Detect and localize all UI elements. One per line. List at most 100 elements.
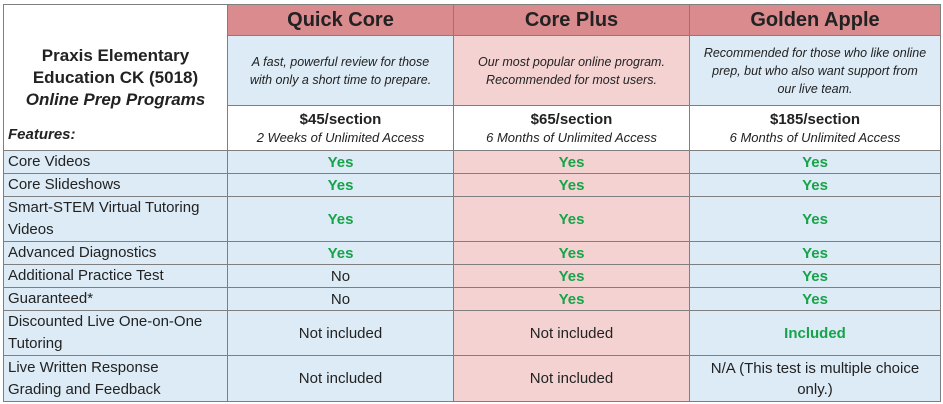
feature-value-text: No: [330, 267, 351, 285]
feature-value-text: Not included: [529, 370, 614, 387]
feature-value-quick-core: No: [227, 264, 454, 288]
feature-row: Discounted Live One-on-One Tutoring Not in…: [3, 310, 941, 356]
feature-name-line: Guaranteed*: [8, 290, 94, 307]
feature-value-text: Yes: [802, 290, 828, 308]
feature-value-text: Yes: [327, 176, 354, 194]
feature-value-text: Not included: [529, 324, 614, 342]
feature-value-line: N/A (This test is multiple choice: [710, 359, 920, 377]
feature-value-core-plus: Not included: [453, 310, 690, 356]
title-line-1: Praxis Elementary: [41, 46, 190, 65]
feature-value-text: No: [330, 290, 351, 308]
feature-value-quick-core: Yes: [227, 196, 454, 242]
feature-value-core-plus: Yes: [453, 287, 690, 311]
description-line: A fast, powerful review for those: [251, 54, 430, 69]
feature-name-line: Core Videos: [8, 153, 91, 170]
feature-value-text: Yes: [558, 267, 585, 285]
feature-row: Core Videos Yes Yes Yes: [3, 150, 941, 174]
feature-name-line: Live Written Response: [8, 358, 159, 376]
feature-value-quick-core: Not included: [227, 355, 454, 402]
feature-value-text: Yes: [558, 176, 585, 194]
feature-row: Guaranteed* No Yes Yes: [3, 287, 941, 311]
price-value: $65/section: [530, 111, 613, 128]
feature-value-core-plus: Not included: [453, 355, 690, 402]
feature-name-line: Additional Practice Test: [8, 267, 164, 284]
feature-row: Smart-STEM Virtual Tutoring Videos Yes Yes Y…: [3, 196, 941, 242]
features-table: Core Videos Yes Yes Yes Core Slideshows Yes Ye…: [3, 150, 941, 402]
features-body: Core Videos Yes Yes Yes Core Slideshows Yes Ye…: [3, 150, 941, 402]
comparison-table: Praxis Elementary Education CK (5018) On…: [3, 4, 941, 152]
feature-value-core-plus: Yes: [453, 196, 690, 242]
feature-name-line: Videos: [8, 221, 54, 238]
feature-value-text: Yes: [327, 153, 354, 171]
title-line-3: Online Prep Programs: [25, 90, 206, 109]
feature-value-text: Yes: [802, 244, 828, 262]
feature-value-golden-apple: Yes: [689, 196, 941, 242]
feature-value-text: Yes: [558, 244, 585, 262]
program-description-golden-apple: Recommended for those who like online pr…: [689, 35, 941, 106]
feature-value-text: Not included: [298, 324, 383, 342]
feature-row: Live Written Response Grading and Feedbac…: [3, 355, 941, 402]
page-title: Praxis Elementary Education CK (5018) On…: [3, 4, 228, 152]
feature-name: Live Written Response Grading and Feedbac…: [3, 355, 228, 402]
feature-value-text: Included: [784, 324, 846, 342]
program-description-core-plus: Our most popular online program. Recomme…: [453, 35, 690, 106]
price-golden-apple: $185/section 6 Months of Unlimited Acces…: [689, 105, 941, 152]
title-line-2: Education CK (5018): [32, 68, 199, 87]
feature-name: Advanced Diagnostics: [3, 241, 228, 265]
description-line: Our most popular online program.: [478, 54, 665, 69]
feature-value-text: Yes: [802, 153, 828, 171]
program-description-quick-core: A fast, powerful review for those with o…: [227, 35, 454, 106]
price-value: $45/section: [299, 111, 382, 128]
price-core-plus: $65/section 6 Months of Unlimited Access: [453, 105, 690, 152]
feature-value-core-plus: Yes: [453, 241, 690, 265]
feature-name: Smart-STEM Virtual Tutoring Videos: [3, 196, 228, 242]
access-duration: 6 Months of Unlimited Access: [486, 130, 657, 145]
description-line: Recommended for most users.: [486, 72, 657, 87]
description-line: Recommended for those who like online: [703, 45, 927, 60]
feature-value-quick-core: Yes: [227, 241, 454, 265]
feature-value-golden-apple: Yes: [689, 173, 941, 197]
program-name-golden-apple: Golden Apple: [689, 4, 941, 36]
feature-row: Advanced Diagnostics Yes Yes Yes: [3, 241, 941, 265]
feature-name-line: Smart-STEM Virtual Tutoring: [8, 199, 200, 216]
feature-value-line: only.): [797, 380, 833, 398]
feature-name-line: Core Slideshows: [8, 176, 121, 193]
description-line: our live team.: [777, 81, 853, 96]
feature-name-line: Grading and Feedback: [8, 380, 161, 398]
feature-value-core-plus: Yes: [453, 173, 690, 197]
feature-value-golden-apple: Yes: [689, 264, 941, 288]
feature-value-text: Yes: [802, 176, 828, 194]
feature-value-core-plus: Yes: [453, 264, 690, 288]
feature-value-golden-apple: Yes: [689, 150, 941, 174]
program-name-quick-core: Quick Core: [227, 4, 454, 36]
feature-value-text: Yes: [558, 210, 585, 228]
feature-value-golden-apple: N/A (This test is multiple choice only.): [689, 355, 941, 402]
feature-name-line: Tutoring: [8, 335, 63, 352]
feature-value-golden-apple: Yes: [689, 287, 941, 311]
program-description-row: A fast, powerful review for those with o…: [4, 35, 941, 106]
program-name-core-plus: Core Plus: [453, 4, 690, 36]
feature-value-text: Yes: [327, 210, 354, 228]
access-duration: 2 Weeks of Unlimited Access: [256, 130, 425, 145]
feature-value-golden-apple: Yes: [689, 241, 941, 265]
feature-value-text: Not included: [298, 370, 383, 387]
feature-name: Additional Practice Test: [3, 264, 228, 288]
description-line: prep, but who also want support from: [712, 63, 918, 78]
feature-value-quick-core: Not included: [227, 310, 454, 356]
feature-value-core-plus: Yes: [453, 150, 690, 174]
feature-value-quick-core: Yes: [227, 150, 454, 174]
program-name-row: Praxis Elementary Education CK (5018) On…: [3, 4, 941, 152]
feature-value-golden-apple: Included: [689, 310, 941, 356]
feature-value-text: Yes: [558, 153, 585, 171]
feature-name: Discounted Live One-on-One Tutoring: [3, 310, 228, 356]
feature-value-text: Yes: [802, 210, 828, 228]
price-value: $185/section: [769, 111, 861, 128]
price-quick-core: $45/section 2 Weeks of Unlimited Access: [227, 105, 454, 152]
feature-name-line: Advanced Diagnostics: [8, 244, 157, 261]
feature-row: Additional Practice Test No Yes Yes: [3, 264, 941, 288]
features-label: Features:: [8, 126, 76, 143]
feature-value-quick-core: Yes: [227, 173, 454, 197]
feature-value-text: Yes: [802, 267, 828, 285]
feature-value-text: Yes: [558, 290, 585, 308]
feature-value-quick-core: No: [227, 287, 454, 311]
